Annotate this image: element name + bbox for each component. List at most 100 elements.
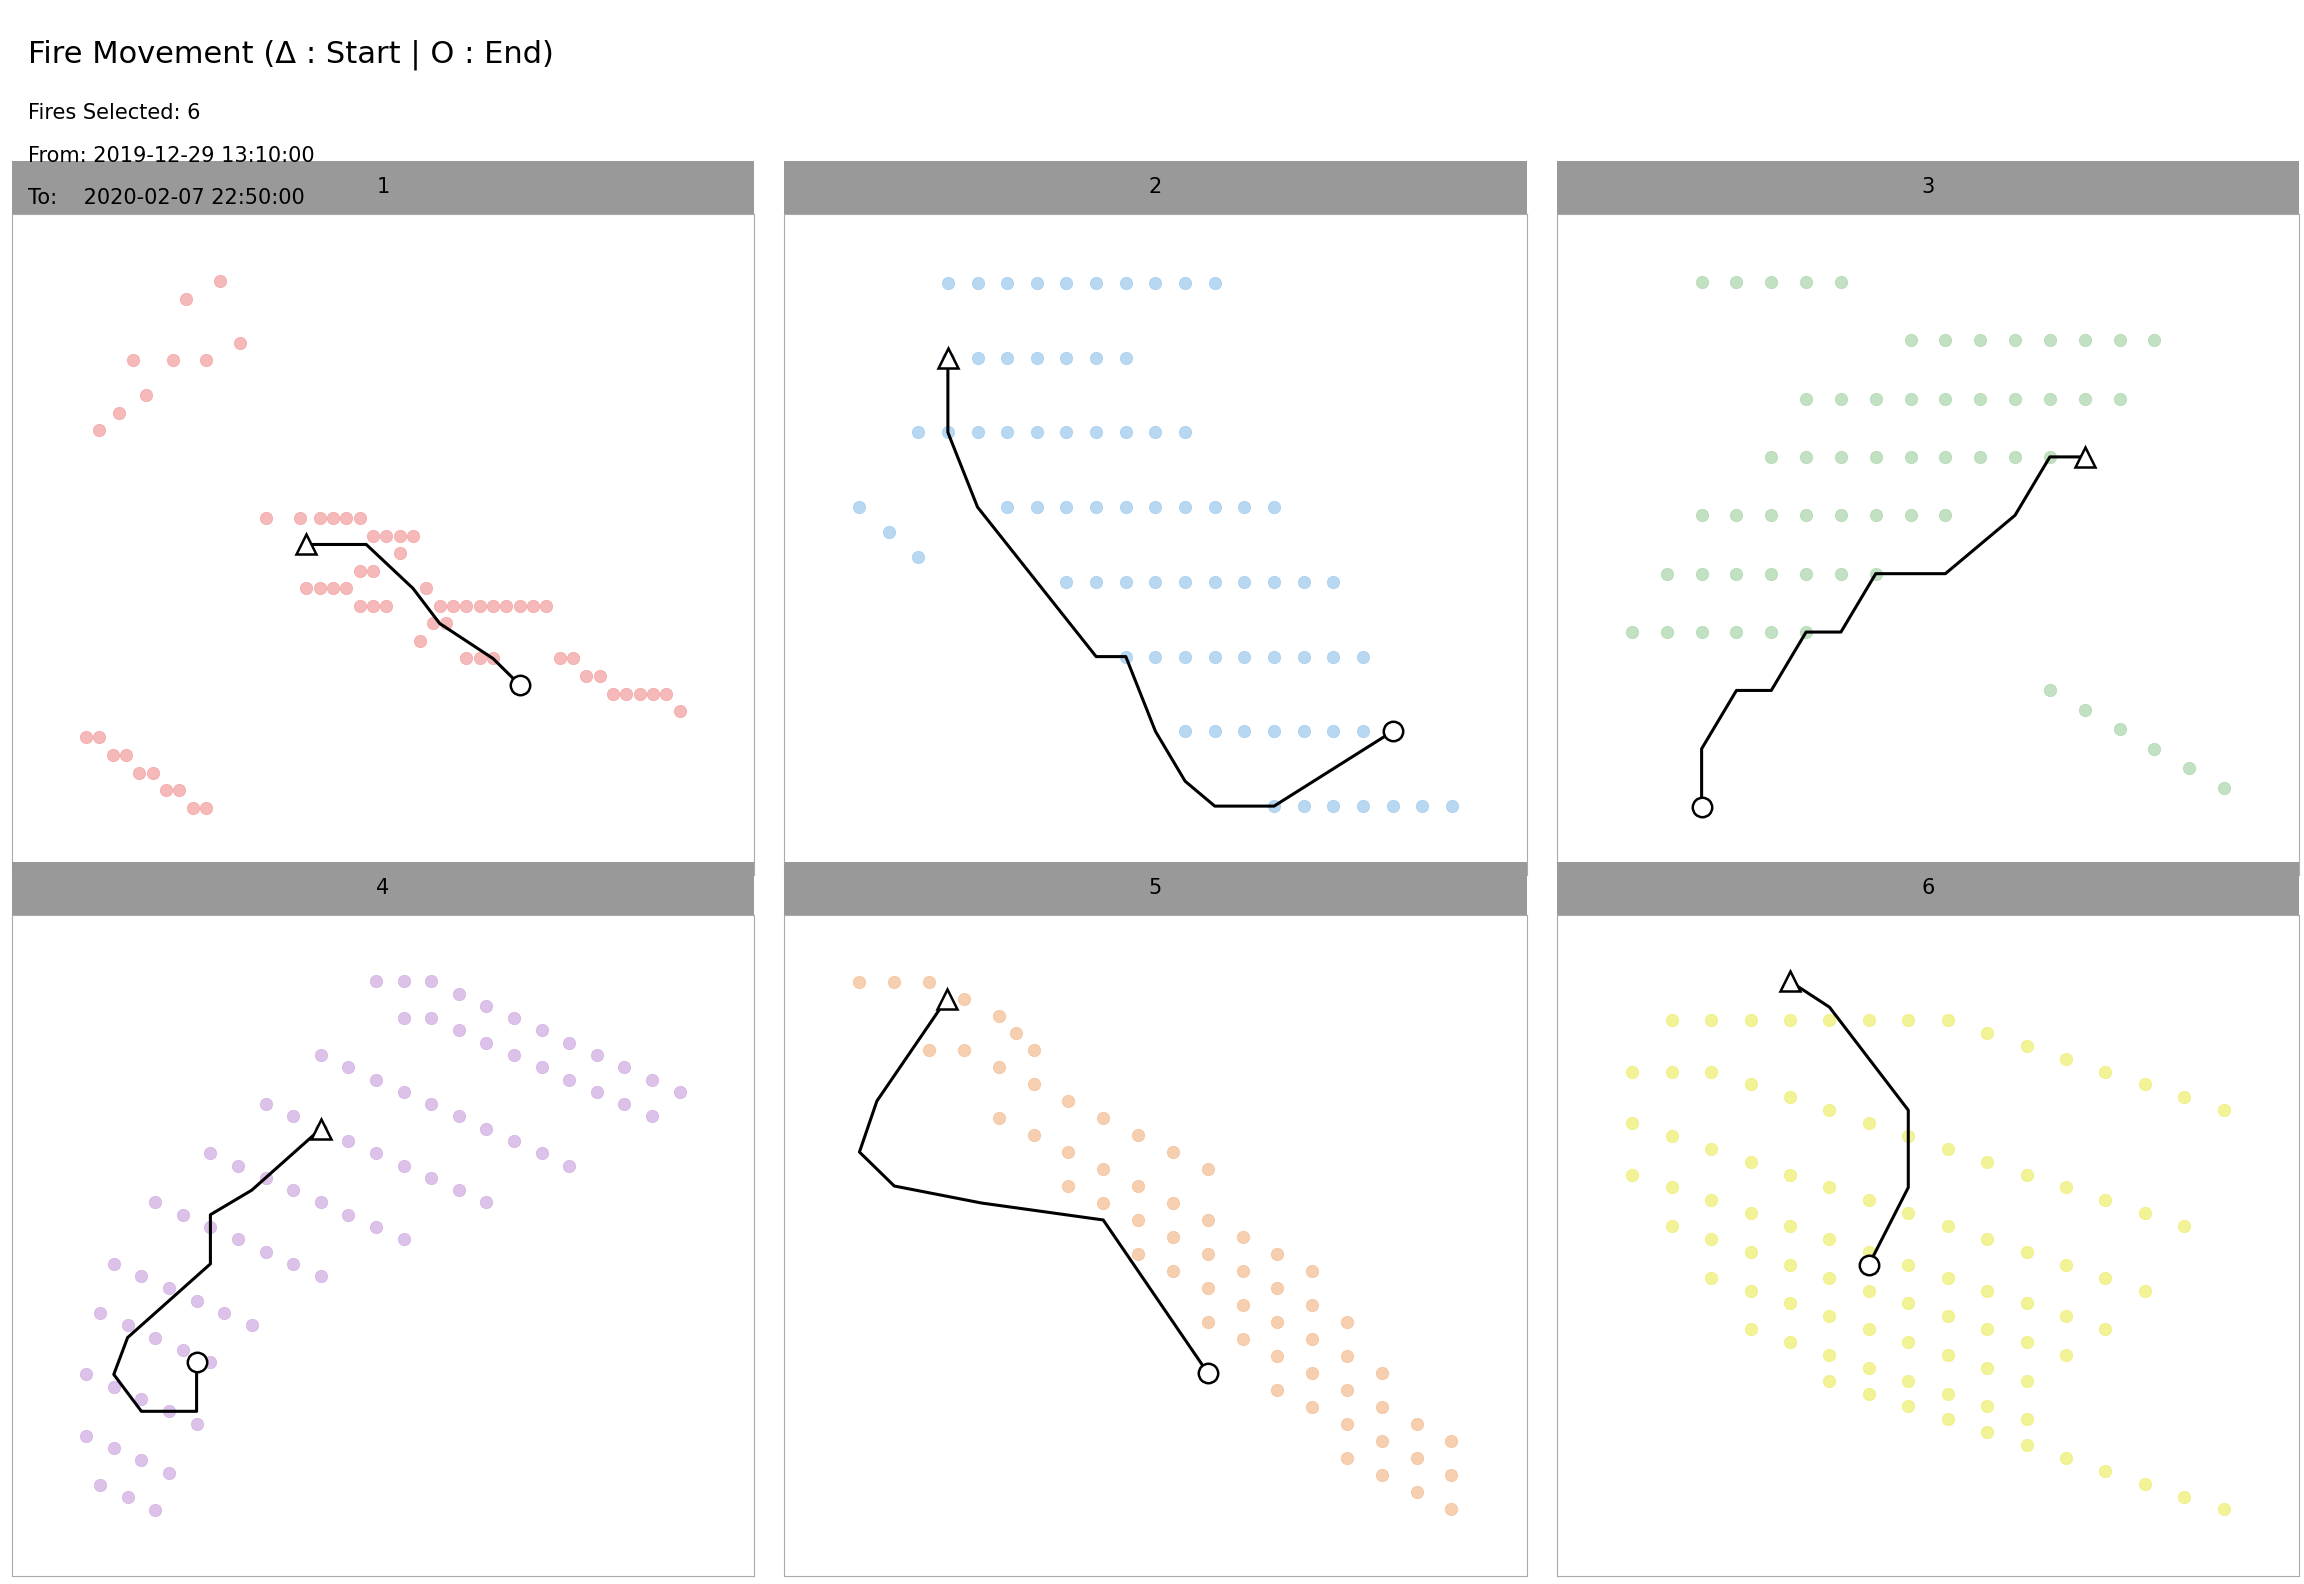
Point	[1136, 420, 1173, 445]
Point	[447, 592, 484, 618]
Point	[1433, 1429, 1470, 1454]
Point	[661, 699, 698, 724]
Point	[164, 1337, 200, 1362]
Point	[1926, 444, 1963, 469]
Point	[622, 681, 659, 706]
Point	[495, 1128, 532, 1153]
Point	[1654, 1175, 1691, 1201]
Point	[461, 592, 498, 618]
Point	[1433, 794, 1470, 819]
Point	[1120, 1242, 1157, 1267]
Point	[2009, 1033, 2046, 1058]
Point	[1189, 1310, 1226, 1335]
Point	[1295, 1326, 1332, 1351]
Point	[1850, 1381, 1887, 1407]
Point	[2032, 386, 2069, 412]
Point	[2087, 1316, 2124, 1342]
Point	[1258, 1376, 1295, 1402]
Point	[313, 575, 350, 600]
Point	[1286, 569, 1322, 594]
Point	[1822, 502, 1859, 527]
Point	[302, 1264, 339, 1289]
Point	[1654, 1007, 1691, 1033]
Point	[247, 1239, 283, 1264]
Point	[1078, 345, 1115, 371]
Point	[1753, 561, 1790, 586]
Point	[81, 418, 118, 444]
Point	[329, 1055, 366, 1080]
Point	[1753, 269, 1790, 295]
Point	[988, 420, 1025, 445]
Point	[1166, 645, 1203, 670]
Point	[1772, 1085, 1809, 1110]
Point	[327, 575, 364, 600]
Point	[1889, 1394, 1926, 1419]
Point	[108, 1484, 145, 1510]
Text: From: 2019-12-29 13:10:00: From: 2019-12-29 13:10:00	[28, 146, 313, 166]
Point	[2127, 1072, 2163, 1098]
Point	[2048, 1045, 2085, 1071]
Point	[385, 968, 422, 993]
Point	[2032, 678, 2069, 703]
Point	[1399, 1411, 1435, 1437]
Point	[1329, 1376, 1366, 1402]
Point	[1892, 386, 1928, 412]
Point	[408, 575, 445, 600]
Point	[1316, 645, 1352, 670]
Point	[551, 1068, 588, 1093]
Point	[634, 681, 670, 706]
Point	[302, 575, 339, 600]
Point	[988, 494, 1025, 520]
Point	[1788, 502, 1825, 527]
Point	[385, 1226, 422, 1251]
Point	[1654, 1058, 1691, 1083]
Point	[122, 1264, 159, 1289]
Point	[247, 1091, 283, 1117]
Point	[1016, 1123, 1053, 1148]
Point	[134, 760, 170, 786]
Point	[2087, 1188, 2124, 1213]
Point	[1018, 345, 1055, 371]
Point	[1928, 1342, 1965, 1367]
Point	[988, 271, 1025, 296]
Point	[2136, 737, 2173, 762]
Point	[369, 523, 406, 548]
Point	[1928, 1381, 1965, 1407]
Point	[1226, 494, 1263, 520]
Point	[2048, 1445, 2085, 1470]
Point	[2166, 1085, 2203, 1110]
Point	[302, 505, 339, 531]
Point	[2067, 386, 2104, 412]
Point	[1968, 1356, 2004, 1381]
Point	[2032, 328, 2069, 353]
Point	[1166, 569, 1203, 594]
Point	[1364, 1361, 1401, 1386]
Point	[910, 1038, 947, 1063]
Point	[1850, 1356, 1887, 1381]
Point	[1154, 1258, 1191, 1283]
Point	[1926, 328, 1963, 353]
Point	[2087, 1266, 2124, 1291]
Point	[1926, 502, 1963, 527]
Point	[1693, 1007, 1730, 1033]
Point	[1085, 1190, 1122, 1215]
Point	[1654, 1213, 1691, 1239]
Point	[578, 1042, 615, 1068]
Point	[1811, 1007, 1848, 1033]
Point	[380, 523, 417, 548]
Point	[164, 1202, 200, 1228]
Point	[1684, 619, 1721, 645]
Point	[2009, 1163, 2046, 1188]
Point	[979, 1055, 1016, 1080]
Point	[1926, 386, 1963, 412]
Point	[1719, 269, 1756, 295]
Point	[2101, 328, 2138, 353]
Point	[1772, 1329, 1809, 1354]
Point	[394, 523, 431, 548]
Point	[1733, 1072, 1769, 1098]
Point	[313, 505, 350, 531]
Point	[1108, 494, 1145, 520]
Point	[1753, 619, 1790, 645]
Point	[1018, 494, 1055, 520]
Text: 6: 6	[1922, 879, 1935, 898]
